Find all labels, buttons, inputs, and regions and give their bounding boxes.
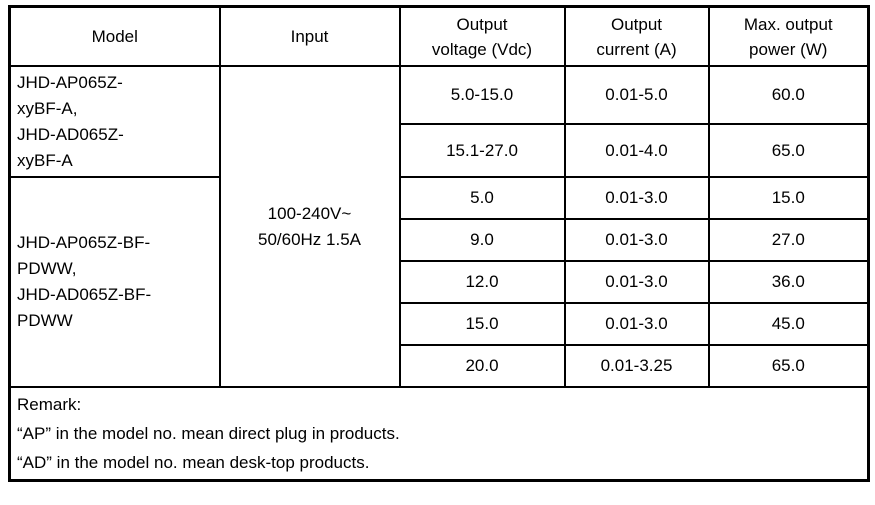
voltage-cell: 5.0	[398, 176, 566, 220]
col-header-max-output-power: Max. output power (W)	[707, 5, 870, 67]
power-cell: 27.0	[707, 218, 870, 262]
current-cell: 0.01-3.25	[563, 344, 710, 388]
table-row: 9.0 0.01-3.0 27.0	[10, 218, 870, 262]
power-cell: 60.0	[707, 65, 870, 125]
table-row: 20.0 0.01-3.25 65.0	[10, 344, 870, 388]
voltage-cell: 5.0-15.0	[398, 65, 566, 125]
input-spec-cell: 100-240V~ 50/60Hz 1.5A	[218, 65, 401, 388]
remark-line-ad: “AD” in the model no. mean desk-top prod…	[17, 453, 370, 472]
current-cell: 0.01-4.0	[563, 123, 710, 178]
power-cell: 15.0	[707, 176, 870, 220]
voltage-cell: 15.0	[398, 302, 566, 346]
remark-line-ap: “AP” in the model no. mean direct plug i…	[17, 424, 400, 443]
col-header-model: Model	[8, 5, 221, 67]
voltage-cell: 15.1-27.0	[398, 123, 566, 178]
power-cell: 45.0	[707, 302, 870, 346]
power-cell: 36.0	[707, 260, 870, 304]
power-cell: 65.0	[707, 344, 870, 388]
model-group-2-cell: JHD-AP065Z-BF- PDWW, JHD-AD065Z-BF- PDWW	[8, 176, 221, 388]
remark-title: Remark:	[17, 395, 82, 414]
voltage-cell: 9.0	[398, 218, 566, 262]
col-header-output-voltage: Output voltage (Vdc)	[398, 5, 566, 67]
current-cell: 0.01-3.0	[563, 176, 710, 220]
col-header-output-current: Output current (A)	[563, 5, 710, 67]
table-row: 15.1-27.0 0.01-4.0 65.0	[10, 123, 870, 178]
current-cell: 0.01-5.0	[563, 65, 710, 125]
spec-table: Model Input Output voltage (Vdc) Output …	[8, 5, 870, 482]
remark-row: Remark: “AP” in the model no. mean direc…	[8, 386, 870, 482]
table-row: JHD-AP065Z- xyBF-A, JHD-AD065Z- xyBF-A 1…	[8, 65, 870, 388]
remark-section: Remark: “AP” in the model no. mean direc…	[8, 386, 870, 482]
model-group-1-cell: JHD-AP065Z- xyBF-A, JHD-AD065Z- xyBF-A	[8, 65, 221, 178]
current-cell: 0.01-3.0	[563, 218, 710, 262]
voltage-cell: 12.0	[398, 260, 566, 304]
table-row: 12.0 0.01-3.0 36.0	[10, 260, 870, 304]
voltage-cell: 20.0	[398, 344, 566, 388]
current-cell: 0.01-3.0	[563, 302, 710, 346]
col-header-input: Input	[218, 5, 401, 67]
table-row: JHD-AP065Z-BF- PDWW, JHD-AD065Z-BF- PDWW…	[8, 176, 870, 388]
current-cell: 0.01-3.0	[563, 260, 710, 304]
table-row: 15.0 0.01-3.0 45.0	[10, 302, 870, 346]
power-cell: 65.0	[707, 123, 870, 178]
header-row: Model Input Output voltage (Vdc) Output …	[8, 5, 870, 67]
